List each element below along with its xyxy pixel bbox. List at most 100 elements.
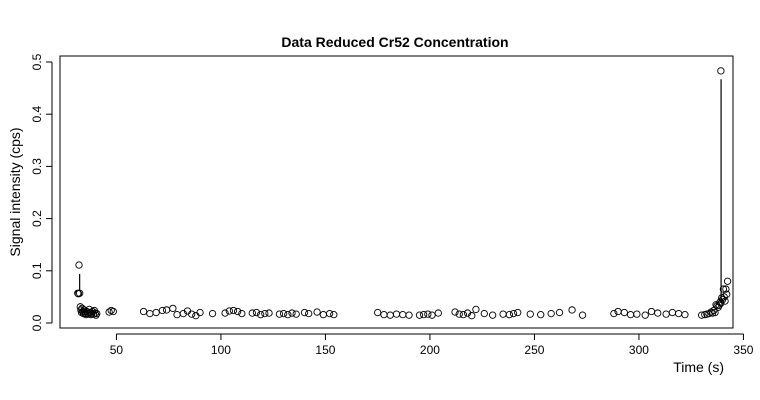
data-point bbox=[380, 310, 388, 319]
data-point bbox=[723, 290, 731, 298]
data-point bbox=[468, 312, 476, 320]
data-point bbox=[723, 277, 732, 285]
data-point bbox=[555, 308, 564, 317]
data-point bbox=[248, 309, 256, 317]
y-axis: 0.0 0.1 0.2 0.3 0.4 0.5 bbox=[30, 53, 53, 331]
data-point bbox=[715, 301, 723, 309]
data-point bbox=[305, 309, 313, 318]
data-point bbox=[610, 309, 618, 318]
data-point bbox=[434, 309, 442, 317]
data-point bbox=[578, 311, 587, 319]
data-point bbox=[109, 307, 117, 316]
data-point bbox=[509, 309, 518, 318]
data-point bbox=[325, 309, 334, 318]
data-point bbox=[472, 305, 480, 314]
data-point bbox=[711, 308, 719, 317]
data-point bbox=[668, 308, 677, 317]
data-point bbox=[74, 289, 82, 297]
data-point bbox=[547, 309, 555, 318]
y-tick-label: 0.3 bbox=[30, 158, 44, 175]
data-point bbox=[75, 261, 83, 269]
data-point bbox=[256, 310, 265, 319]
data-point bbox=[451, 308, 459, 316]
data-point bbox=[620, 308, 628, 317]
data-point bbox=[93, 309, 101, 318]
data-point bbox=[196, 308, 204, 317]
y-axis-label: Signal intensity (cps) bbox=[7, 127, 23, 256]
data-point bbox=[92, 311, 100, 319]
data-point bbox=[428, 311, 436, 319]
data-point bbox=[179, 309, 187, 318]
data-point bbox=[455, 310, 463, 318]
data-point bbox=[279, 309, 288, 318]
data-point bbox=[139, 307, 148, 316]
x-tick-label: 250 bbox=[524, 343, 544, 357]
data-point bbox=[415, 311, 424, 319]
data-point bbox=[675, 309, 683, 318]
data-point bbox=[173, 310, 181, 319]
data-point bbox=[480, 309, 488, 318]
data-point bbox=[275, 310, 284, 318]
data-point bbox=[568, 306, 576, 314]
data-point bbox=[626, 310, 635, 319]
y-tick-label: 0.5 bbox=[30, 53, 44, 70]
data-point bbox=[514, 308, 522, 317]
y-tick-label: 0.2 bbox=[30, 210, 44, 227]
data-point bbox=[208, 309, 217, 318]
data-point bbox=[499, 310, 507, 318]
data-point bbox=[681, 310, 689, 319]
data-point bbox=[720, 293, 728, 301]
data-point bbox=[488, 311, 497, 319]
data-point bbox=[424, 310, 432, 318]
data-point bbox=[261, 309, 269, 318]
data-point bbox=[641, 311, 649, 319]
data-point bbox=[265, 309, 273, 317]
data-point bbox=[75, 289, 84, 297]
data-point bbox=[234, 307, 242, 316]
data-point bbox=[238, 309, 246, 318]
data-point bbox=[158, 306, 167, 315]
data-point bbox=[288, 309, 296, 317]
plot-frame bbox=[59, 55, 734, 329]
data-point bbox=[405, 311, 413, 319]
x-tick-label: 300 bbox=[629, 343, 649, 357]
data-point bbox=[300, 308, 309, 317]
data-point bbox=[463, 309, 472, 317]
data-point bbox=[505, 310, 514, 319]
data-point bbox=[662, 310, 670, 318]
data-point bbox=[229, 306, 238, 315]
chart-title: Data Reduced Cr52 Concentration bbox=[281, 34, 508, 50]
data-point bbox=[459, 310, 468, 319]
data-point bbox=[225, 307, 233, 315]
data-points bbox=[74, 67, 732, 320]
data-point bbox=[105, 308, 113, 316]
data-point bbox=[146, 309, 154, 318]
data-point bbox=[330, 310, 338, 319]
y-tick-label: 0.0 bbox=[30, 314, 44, 331]
data-point bbox=[252, 308, 261, 317]
data-point bbox=[716, 298, 724, 306]
data-point bbox=[647, 307, 656, 316]
data-point bbox=[526, 310, 534, 318]
data-point bbox=[399, 310, 407, 319]
x-tick-label: 50 bbox=[110, 343, 124, 357]
data-point bbox=[717, 299, 725, 307]
data-point bbox=[192, 312, 200, 320]
x-tick-label: 100 bbox=[211, 343, 231, 357]
data-point bbox=[162, 306, 171, 314]
x-axis-label: Time (s) bbox=[673, 359, 724, 375]
data-point bbox=[722, 285, 730, 293]
data-point bbox=[386, 311, 394, 319]
data-point bbox=[633, 310, 641, 318]
data-point bbox=[221, 309, 229, 317]
data-point bbox=[188, 310, 196, 318]
y-tick-label: 0.1 bbox=[30, 262, 44, 279]
data-point bbox=[721, 297, 729, 305]
data-point bbox=[284, 310, 292, 319]
data-point bbox=[420, 310, 428, 319]
x-tick-label: 150 bbox=[315, 343, 335, 357]
data-point bbox=[654, 309, 662, 317]
data-point bbox=[374, 308, 382, 317]
data-point bbox=[537, 310, 545, 319]
